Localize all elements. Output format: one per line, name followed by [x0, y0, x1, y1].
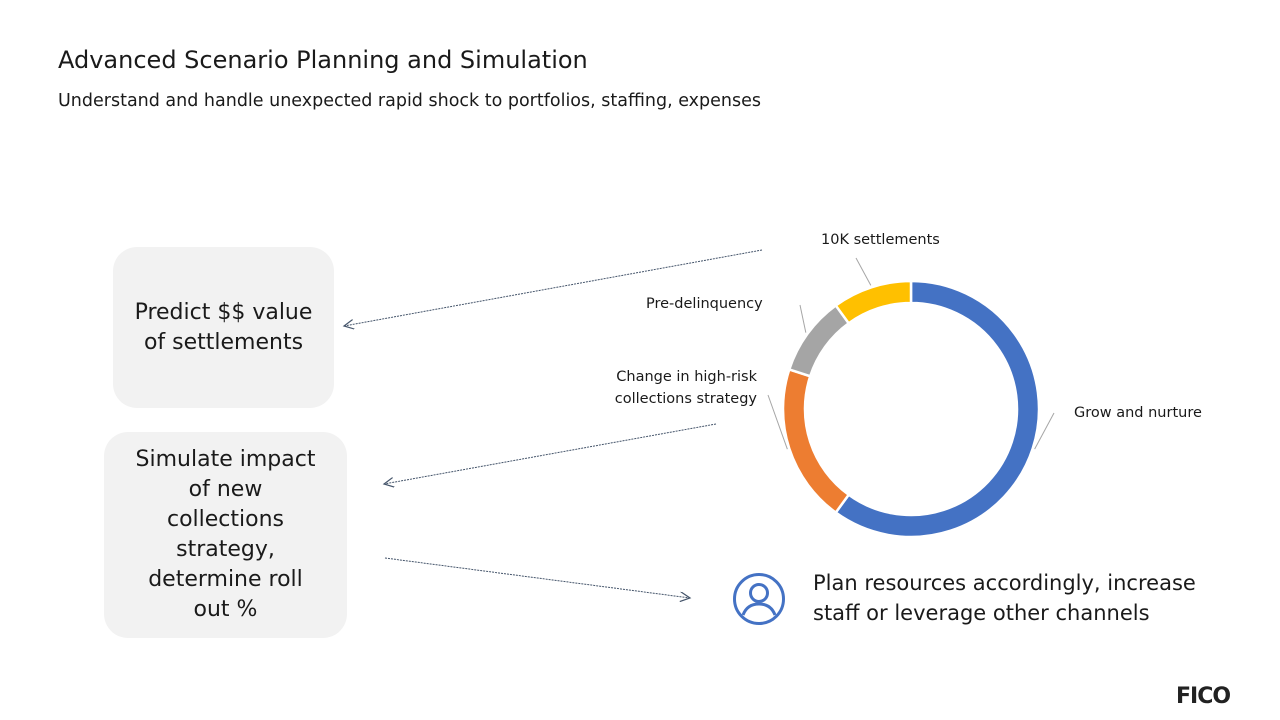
slide-title: Advanced Scenario Planning and Simulatio…: [58, 46, 588, 74]
leader-line-pre-delinquency: [799, 304, 807, 333]
donut-label-grow-nurture: Grow and nurture: [1074, 405, 1202, 421]
arrow-to-plan-resources: [384, 557, 690, 598]
slide-subtitle: Understand and handle unexpected rapid s…: [58, 91, 761, 111]
simulate-card-line: collections: [166, 507, 284, 532]
leader-line-change-in-high-risk-collections-strategy: [767, 394, 788, 450]
donut-label-pre-delinquency: Pre-delinquency: [646, 296, 763, 312]
predict-card-line: of settlements: [143, 329, 304, 355]
plan-text-line: staff or leverage other channels: [813, 601, 1150, 625]
simulate-impact-card: Simulate impact of new collections strat…: [104, 432, 347, 638]
donut-chart: [781, 279, 1041, 539]
donut-slice-10k-settlements: [834, 279, 913, 325]
simulate-card-line: out %: [193, 597, 258, 622]
donut-label-change-strategy: Change in high-risk collections strategy: [615, 366, 757, 410]
predict-settlements-card: Predict $$ value of settlements: [113, 247, 334, 408]
simulate-card-line: of new: [188, 477, 263, 502]
donut-slice-change-in-high-risk-collections-strategy: [781, 367, 851, 515]
person-circle-icon: [733, 573, 785, 625]
donut-label-10k-settlements: 10K settlements: [821, 232, 940, 248]
plan-resources-text: Plan resources accordingly, increase sta…: [813, 568, 1196, 628]
donut-label-line: collections strategy: [614, 391, 757, 407]
arrow-to-simulate-card: [384, 423, 717, 484]
leader-line-grow-and-nurture: [1034, 412, 1055, 450]
donut-leader-lines: [767, 257, 1055, 450]
simulate-card-line: determine roll: [148, 567, 303, 592]
fico-logo: FICO: [1176, 684, 1231, 709]
donut-slice-grow-and-nurture: [834, 279, 1041, 539]
plan-text-line: Plan resources accordingly, increase: [813, 571, 1196, 595]
simulate-card-line: strategy,: [176, 537, 275, 562]
arrow-to-predict-card: [344, 249, 763, 326]
leader-line-10k-settlements: [855, 257, 872, 286]
predict-card-line: Predict $$ value: [134, 299, 313, 325]
donut-label-line: Change in high-risk: [616, 369, 757, 385]
simulate-card-line: Simulate impact: [135, 447, 316, 472]
donut-slice-pre-delinquency: [787, 303, 851, 378]
